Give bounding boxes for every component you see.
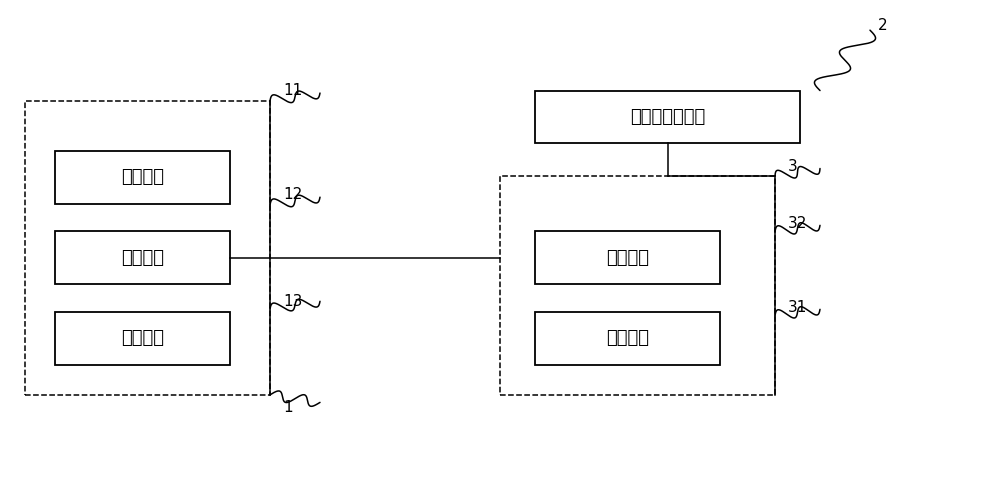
Bar — [535, 231, 720, 284]
Text: 2: 2 — [878, 18, 888, 33]
Text: 瞳孔图像数据库: 瞳孔图像数据库 — [630, 108, 705, 126]
Text: 校准模块: 校准模块 — [121, 249, 164, 267]
Text: 11: 11 — [283, 83, 302, 98]
Text: 12: 12 — [283, 187, 302, 202]
Bar — [500, 176, 775, 395]
Text: 修正模块: 修正模块 — [121, 329, 164, 347]
Bar — [535, 91, 800, 143]
Text: 31: 31 — [788, 300, 807, 315]
Text: 检索模块: 检索模块 — [606, 249, 649, 267]
Text: 3: 3 — [788, 159, 798, 175]
Text: 量化模块: 量化模块 — [606, 329, 649, 347]
Text: 13: 13 — [283, 294, 302, 309]
Bar — [25, 101, 270, 395]
Bar — [55, 151, 230, 204]
Bar — [535, 312, 720, 365]
Text: 32: 32 — [788, 216, 807, 231]
Bar — [55, 231, 230, 284]
Text: 1: 1 — [283, 400, 293, 415]
Text: 采集模块: 采集模块 — [121, 169, 164, 186]
Bar — [55, 312, 230, 365]
